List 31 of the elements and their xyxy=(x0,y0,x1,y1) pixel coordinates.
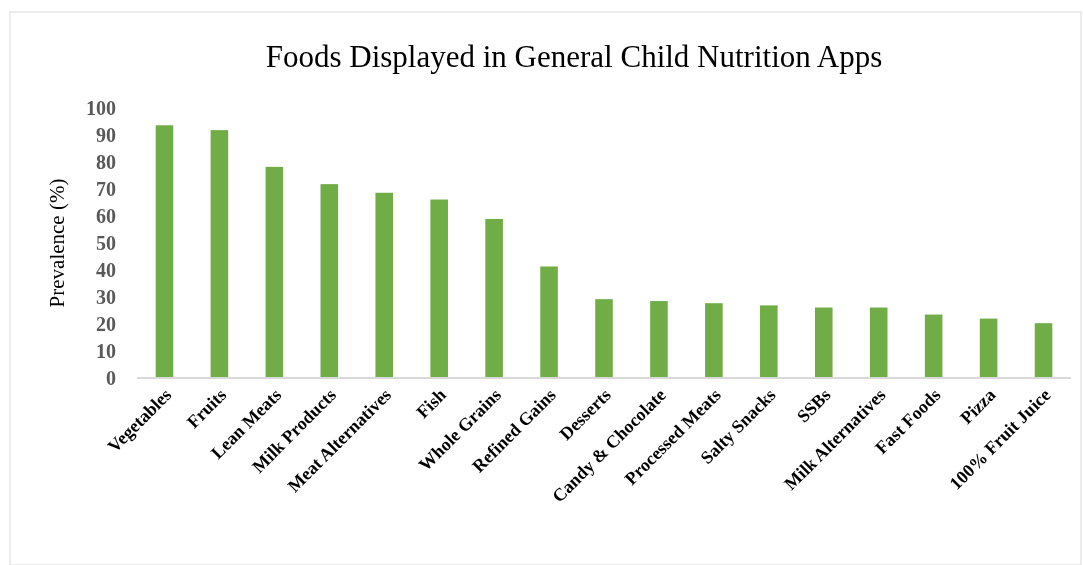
bar xyxy=(869,307,888,378)
bar xyxy=(1034,323,1053,378)
y-tick-label: 20 xyxy=(96,313,116,335)
bar xyxy=(595,299,613,378)
bar xyxy=(210,130,229,378)
bar xyxy=(705,303,723,378)
y-tick-label: 70 xyxy=(96,178,116,200)
bar xyxy=(650,301,668,378)
bar xyxy=(924,314,943,378)
y-tick-label: 90 xyxy=(96,124,116,146)
y-tick-label: 30 xyxy=(96,286,116,308)
y-tick-label: 100 xyxy=(86,97,116,119)
bar xyxy=(265,166,284,378)
bar xyxy=(375,192,394,378)
chart-title: Foods Displayed in General Child Nutrition Apps xyxy=(265,39,883,74)
bar xyxy=(155,125,174,378)
x-tick-label: Fish xyxy=(412,384,450,423)
bar xyxy=(814,307,833,378)
y-tick-label: 0 xyxy=(106,367,116,389)
bar xyxy=(485,218,503,378)
y-tick-label: 10 xyxy=(96,340,116,362)
bar xyxy=(979,318,998,378)
bar xyxy=(760,305,778,378)
y-tick-label: 40 xyxy=(96,259,116,281)
y-tick-label: 60 xyxy=(96,205,116,227)
y-axis-title: Prevalence (%) xyxy=(45,178,69,308)
bar xyxy=(540,266,558,378)
bar xyxy=(430,199,448,378)
y-tick-label: 80 xyxy=(96,151,116,173)
y-tick-label: 50 xyxy=(96,232,116,254)
bar xyxy=(320,184,339,378)
